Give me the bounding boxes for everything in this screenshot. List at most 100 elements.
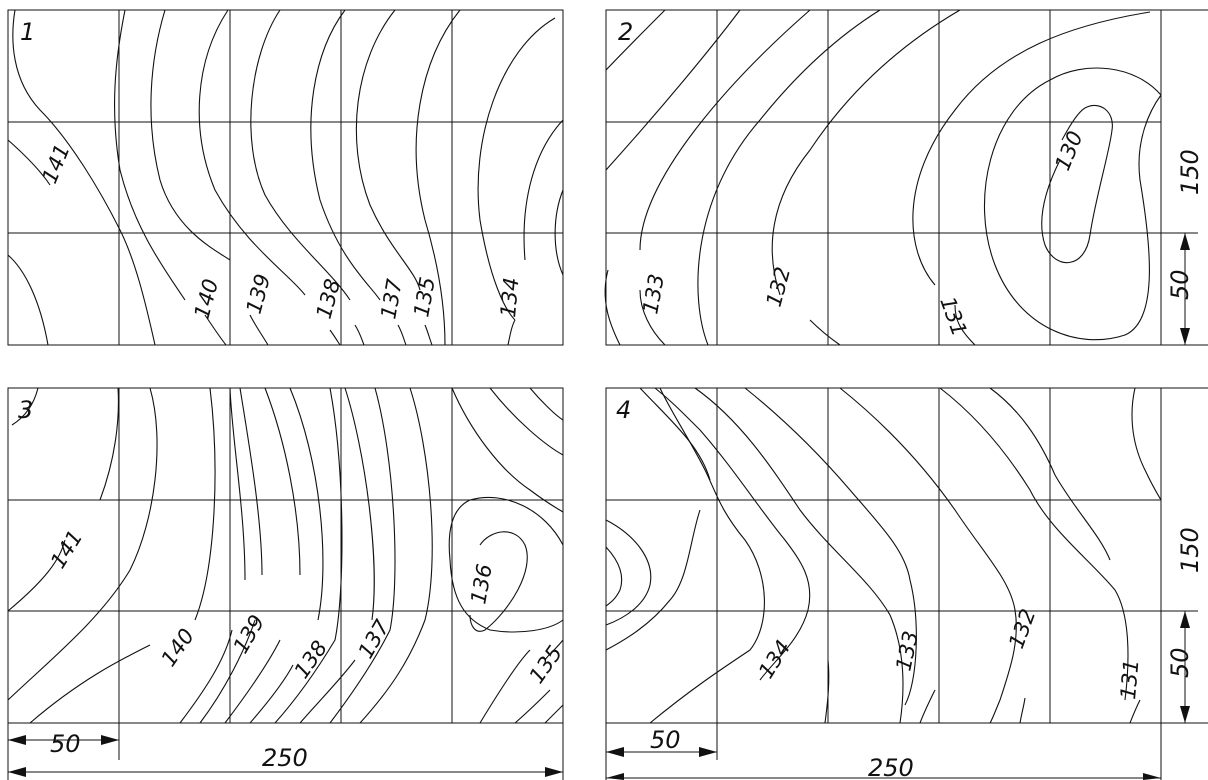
panel-1: 1 141 140 139 138 137 135 134 — [7, 9, 564, 346]
contour-label: 135 — [409, 275, 440, 319]
panel-1-number: 1 — [20, 18, 35, 46]
panel-3: 3 141 140 139 138 137 136 135 — [7, 387, 567, 724]
contour-line — [771, 9, 961, 296]
panel-2-number: 2 — [618, 18, 633, 46]
contour-line — [697, 9, 881, 346]
dimension-total-height: 150 — [1176, 527, 1204, 573]
dimension-bottom-right: 50 250 — [605, 723, 1162, 780]
panel-3-number: 3 — [18, 396, 33, 424]
contour-line — [654, 387, 811, 681]
contour-label: 138 — [312, 276, 346, 321]
contour-line — [310, 9, 381, 301]
contour-label: 135 — [524, 641, 567, 688]
contour-line — [224, 387, 301, 724]
contour-line — [249, 387, 324, 724]
contour-line — [11, 387, 39, 426]
contour-line — [1129, 699, 1141, 724]
contour-line — [204, 314, 227, 346]
contour-label: 140 — [190, 276, 224, 321]
dimension-cell-height: 50 — [1166, 269, 1194, 300]
contour-line — [604, 269, 621, 346]
contour-line — [451, 387, 564, 513]
panel-4: 4 134 133 132 131 — [605, 387, 1162, 724]
contour-label: 137 — [376, 277, 407, 321]
contour-line — [605, 546, 623, 607]
contour-line — [649, 387, 765, 724]
contour-line — [544, 704, 564, 724]
contour-line — [744, 387, 917, 706]
contour-line — [839, 387, 1017, 724]
contour-line — [523, 119, 564, 261]
contour-line — [1131, 387, 1162, 501]
contour-line — [179, 387, 246, 724]
panel-4-contours — [605, 387, 1162, 724]
dimension-total-width: 250 — [868, 754, 914, 780]
contour-line — [514, 689, 551, 724]
panel-4-number: 4 — [616, 396, 631, 424]
contour-line — [274, 387, 343, 724]
panel-2: 2 133 132 131 130 — [604, 9, 1162, 346]
contour-line — [469, 531, 528, 632]
contour-line — [919, 689, 936, 724]
panel-1-grid — [7, 9, 564, 346]
contour-line — [984, 67, 1162, 341]
contour-line — [199, 387, 263, 724]
contour-label: 138 — [289, 636, 332, 683]
panel-1-contours — [7, 9, 564, 346]
contour-line — [605, 519, 652, 626]
contour-label: 132 — [1004, 606, 1040, 652]
contour-line — [12, 9, 156, 346]
contour-line — [7, 387, 158, 701]
panel-4-grid — [605, 387, 1162, 724]
contour-line — [694, 387, 904, 724]
contour-line — [415, 9, 461, 346]
dimension-cell-height: 50 — [1166, 647, 1194, 678]
contour-line — [554, 189, 564, 276]
contour-label: 132 — [762, 264, 796, 309]
contour-line — [1061, 107, 1086, 141]
contour-label: 134 — [754, 636, 796, 683]
contour-line — [1041, 104, 1113, 264]
contour-line — [29, 387, 216, 724]
dimension-cell-width: 50 — [50, 730, 81, 758]
contour-label: 140 — [156, 624, 199, 671]
contour-line — [448, 496, 564, 633]
panel-2-contours — [604, 9, 1162, 346]
contour-line — [605, 387, 711, 651]
contour-label: 134 — [496, 276, 523, 318]
contour-line — [507, 319, 516, 346]
contour-label: 131 — [1116, 658, 1143, 700]
contour-line — [639, 9, 811, 346]
contour-line — [299, 387, 375, 724]
contour-line — [7, 139, 51, 186]
contour-line — [7, 387, 119, 612]
contour-line — [329, 387, 396, 724]
contour-label: 130 — [1050, 128, 1087, 174]
dimension-bottom-left: 50 250 — [7, 723, 564, 780]
panel-3-contours — [7, 387, 564, 724]
contour-line — [150, 9, 231, 261]
contour-line — [359, 387, 433, 724]
contour-line — [605, 9, 666, 71]
dimension-right-bottom: 150 50 — [1161, 387, 1208, 724]
contour-line — [824, 659, 830, 724]
contour-label: 136 — [466, 562, 497, 606]
contour-line — [354, 324, 365, 346]
contour-line — [529, 387, 564, 421]
dimension-total-width: 250 — [262, 744, 308, 772]
dimension-total-height: 150 — [1176, 149, 1204, 195]
contour-line — [198, 9, 306, 296]
dimension-cell-width: 50 — [650, 726, 681, 754]
contour-label: 141 — [37, 141, 74, 187]
contour-line — [989, 387, 1111, 561]
contour-line — [355, 9, 421, 291]
contour-line — [329, 329, 341, 346]
contour-line — [939, 387, 1129, 701]
contour-label: 133 — [891, 629, 923, 673]
contour-label: 139 — [229, 611, 270, 658]
contour-line — [605, 9, 741, 171]
dimension-right-top: 150 50 — [1161, 9, 1208, 346]
contour-label: 139 — [242, 271, 276, 316]
contour-line — [250, 9, 351, 301]
